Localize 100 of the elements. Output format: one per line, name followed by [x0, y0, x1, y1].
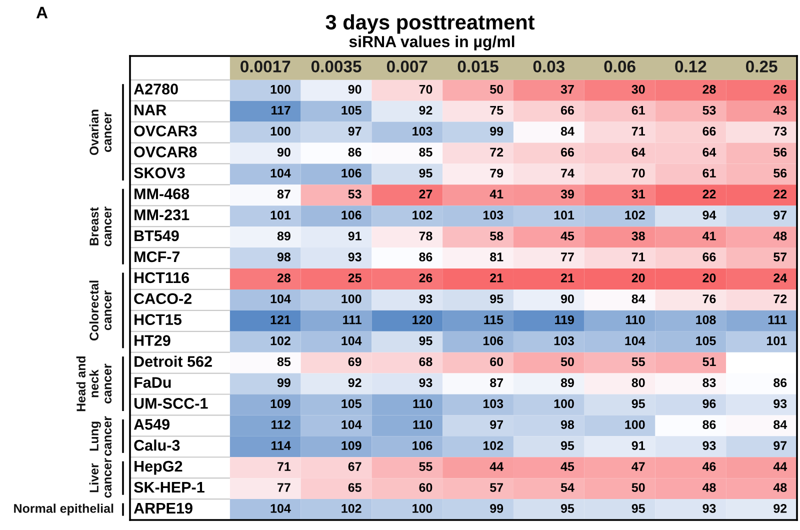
- data-label: 100: [270, 126, 290, 136]
- data-label: 25: [348, 273, 362, 282]
- data-label: 71: [278, 462, 291, 471]
- y-tick-label: Calu-3: [134, 440, 180, 451]
- data-label: 85: [277, 357, 291, 366]
- data-label: 55: [419, 462, 432, 471]
- data-label: 45: [560, 232, 574, 240]
- data-label: 105: [696, 336, 716, 346]
- data-label: 53: [702, 106, 716, 115]
- data-label: 38: [632, 232, 645, 240]
- data-label: 117: [272, 106, 290, 115]
- data-label: 50: [490, 84, 504, 94]
- data-label: 95: [419, 336, 432, 346]
- text: Liver cancer: [89, 458, 112, 498]
- text: Breast cancer: [90, 206, 112, 246]
- data-label: 48: [702, 483, 716, 492]
- data-label: 102: [342, 504, 362, 513]
- data-label: 104: [270, 504, 291, 513]
- data-label: 71: [632, 126, 645, 136]
- y-tick-label: HCT116: [134, 272, 190, 284]
- y-tick-label: SKOV3: [134, 167, 185, 178]
- data-label: 104: [625, 336, 646, 346]
- data-label: 20: [632, 273, 645, 282]
- data-label: 97: [774, 210, 787, 220]
- data-label: 97: [348, 126, 362, 136]
- data-label: 28: [702, 84, 716, 94]
- data-label: 105: [342, 399, 362, 408]
- data-label: 60: [490, 357, 504, 366]
- data-label: 87: [277, 190, 290, 199]
- data-label: 27: [419, 190, 432, 198]
- data-label: 92: [419, 106, 432, 115]
- data-label: 41: [490, 190, 504, 198]
- data-label: 102: [270, 336, 290, 346]
- text: Lung cancer: [90, 416, 112, 456]
- x-tick-label: 0.0035: [311, 60, 362, 72]
- data-label: 31: [632, 190, 645, 199]
- data-label: 68: [419, 357, 432, 366]
- data-label: 71: [632, 252, 645, 262]
- chart-title: 3 days posttreatment: [326, 14, 535, 34]
- data-label: 103: [412, 126, 432, 136]
- data-label: 90: [560, 294, 574, 304]
- data-label: 114: [272, 441, 291, 450]
- data-label: 22: [774, 190, 787, 198]
- y-tick-label: A2780: [134, 84, 178, 94]
- data-label: 66: [560, 148, 574, 157]
- data-label: 21: [490, 273, 504, 282]
- data-label: 87: [490, 378, 503, 388]
- data-label: 95: [419, 168, 432, 178]
- data-label: 104: [342, 420, 362, 430]
- y-tick-label: FaDu: [134, 377, 171, 388]
- data-label: 86: [419, 252, 432, 262]
- data-label: 45: [560, 462, 574, 471]
- data-label: 94: [702, 210, 716, 220]
- x-tick-label: 0.25: [746, 60, 778, 72]
- data-label: 58: [490, 232, 504, 240]
- data-label: 100: [625, 420, 645, 430]
- data-label: 91: [348, 232, 362, 240]
- data-label: 86: [348, 148, 362, 157]
- data-label: 112: [272, 420, 290, 429]
- data-label: 61: [702, 168, 716, 178]
- y-tick-label: NAR: [134, 104, 166, 116]
- data-label: 104: [342, 336, 362, 346]
- text: Head and neck cancer: [76, 356, 112, 412]
- data-label: 65: [348, 483, 362, 492]
- data-label: 93: [774, 399, 787, 408]
- text: Ovarian cancer: [89, 110, 112, 156]
- data-label: 102: [625, 210, 645, 220]
- data-label: 30: [632, 84, 645, 94]
- data-label: 26: [774, 84, 787, 94]
- data-label: 100: [412, 504, 432, 513]
- y-tick-label: HT29: [134, 335, 170, 346]
- data-label: 43: [773, 106, 787, 115]
- data-label: 66: [702, 126, 716, 136]
- data-label: 89: [560, 378, 574, 388]
- data-label: 47: [632, 462, 645, 471]
- data-label: 50: [560, 357, 574, 366]
- data-label: 106: [483, 336, 504, 346]
- data-label: 44: [490, 462, 504, 471]
- data-label: 93: [419, 294, 432, 304]
- data-label: 41: [702, 232, 716, 240]
- data-label: 93: [702, 504, 716, 513]
- data-label: 56: [774, 168, 787, 178]
- data-label: 64: [702, 148, 716, 157]
- data-label: 73: [774, 126, 787, 136]
- data-label: 109: [342, 441, 362, 450]
- data-label: 57: [490, 483, 503, 492]
- data-label: 85: [419, 148, 432, 157]
- data-label: 99: [277, 378, 290, 388]
- y-tick-label: BT549: [134, 230, 179, 242]
- data-label: 66: [560, 106, 574, 115]
- y-tick-label: ARPE19: [134, 502, 192, 514]
- data-label: 106: [342, 168, 362, 178]
- data-label: 90: [277, 148, 290, 157]
- data-label: 84: [774, 420, 788, 430]
- data-label: 95: [560, 441, 574, 450]
- data-label: 69: [348, 357, 362, 366]
- data-label: 48: [773, 232, 787, 240]
- data-label: 106: [412, 441, 432, 450]
- data-label: 111: [343, 316, 362, 324]
- data-label: 110: [413, 399, 432, 408]
